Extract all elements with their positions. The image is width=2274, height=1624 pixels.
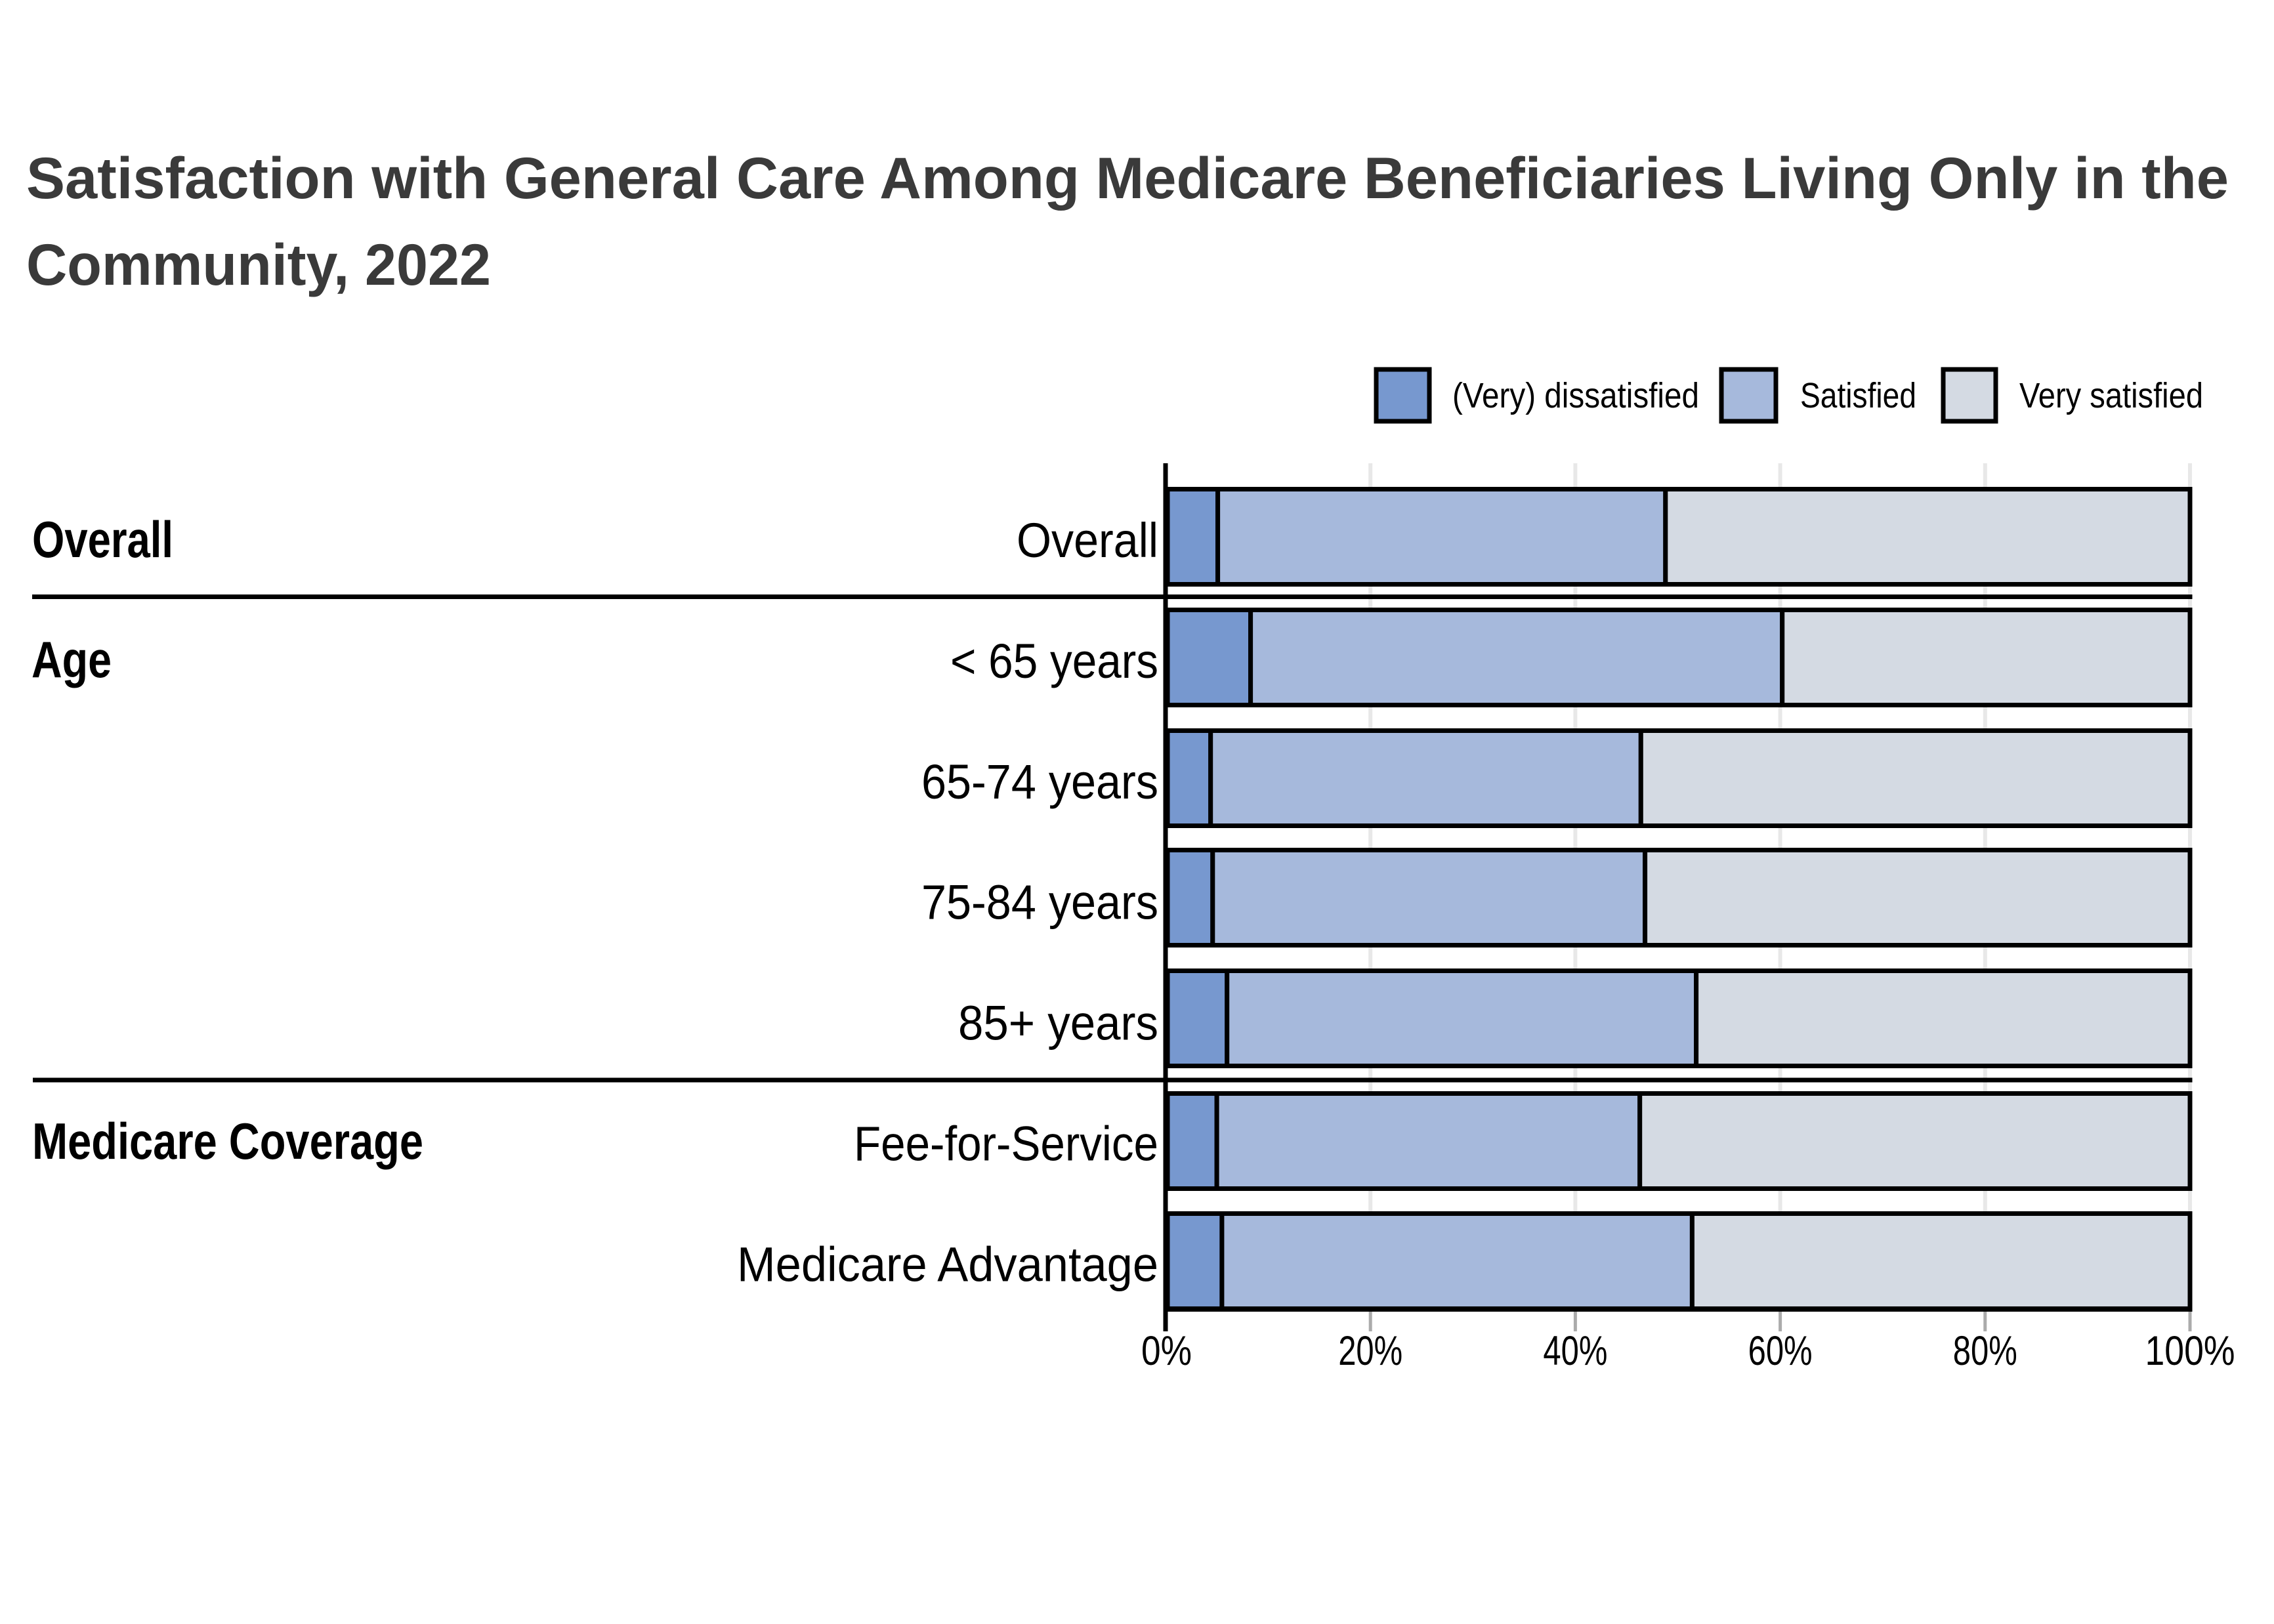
svg-text:Overall: Overall [32, 510, 173, 568]
svg-text:20%: 20% [1338, 1328, 1402, 1374]
svg-text:Very satisfied: Very satisfied [2019, 376, 2203, 415]
svg-text:Fee-for-Service: Fee-for-Service [854, 1117, 1158, 1171]
svg-text:60%: 60% [1748, 1328, 1813, 1374]
svg-text:(Very) dissatisfied: (Very) dissatisfied [1452, 376, 1699, 415]
svg-text:Medicare Coverage: Medicare Coverage [32, 1112, 423, 1170]
svg-text:Community, 2022: Community, 2022 [26, 232, 491, 297]
svg-text:Age: Age [32, 631, 112, 688]
svg-text:75-84 years: 75-84 years [921, 875, 1158, 930]
svg-text:0%: 0% [1141, 1328, 1192, 1374]
svg-text:Satisfaction with General Care: Satisfaction with General Care Among Med… [26, 145, 2229, 211]
svg-text:85+ years: 85+ years [958, 996, 1158, 1051]
svg-text:40%: 40% [1543, 1328, 1607, 1374]
svg-text:Medicare Advantage: Medicare Advantage [737, 1237, 1158, 1291]
svg-text:65-74 years: 65-74 years [921, 755, 1158, 809]
svg-text:Satisfied: Satisfied [1800, 376, 1916, 415]
svg-text:Overall: Overall [1017, 513, 1158, 568]
svg-text:100%: 100% [2145, 1328, 2235, 1374]
svg-text:80%: 80% [1953, 1328, 2017, 1374]
svg-text:< 65 years: < 65 years [950, 634, 1158, 688]
